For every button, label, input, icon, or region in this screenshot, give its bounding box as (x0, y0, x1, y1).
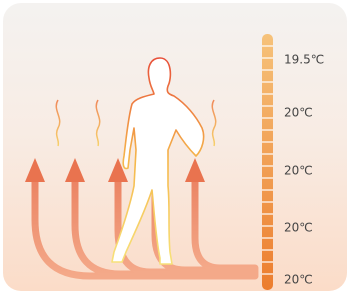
illustration: 19.5℃ 20℃ 20℃ 20℃ 20℃ (0, 0, 350, 294)
scale-label: 20℃ (284, 164, 313, 178)
scale-label: 20℃ (284, 273, 313, 287)
panel (3, 3, 347, 291)
scale-label: 20℃ (284, 221, 313, 235)
page: 19.5℃20℃20℃20℃20℃ (() => { const data = … (0, 0, 350, 294)
scale-label: 19.5℃ (284, 53, 324, 67)
scale-label: 20℃ (284, 106, 313, 120)
temperature-bar (262, 34, 273, 290)
